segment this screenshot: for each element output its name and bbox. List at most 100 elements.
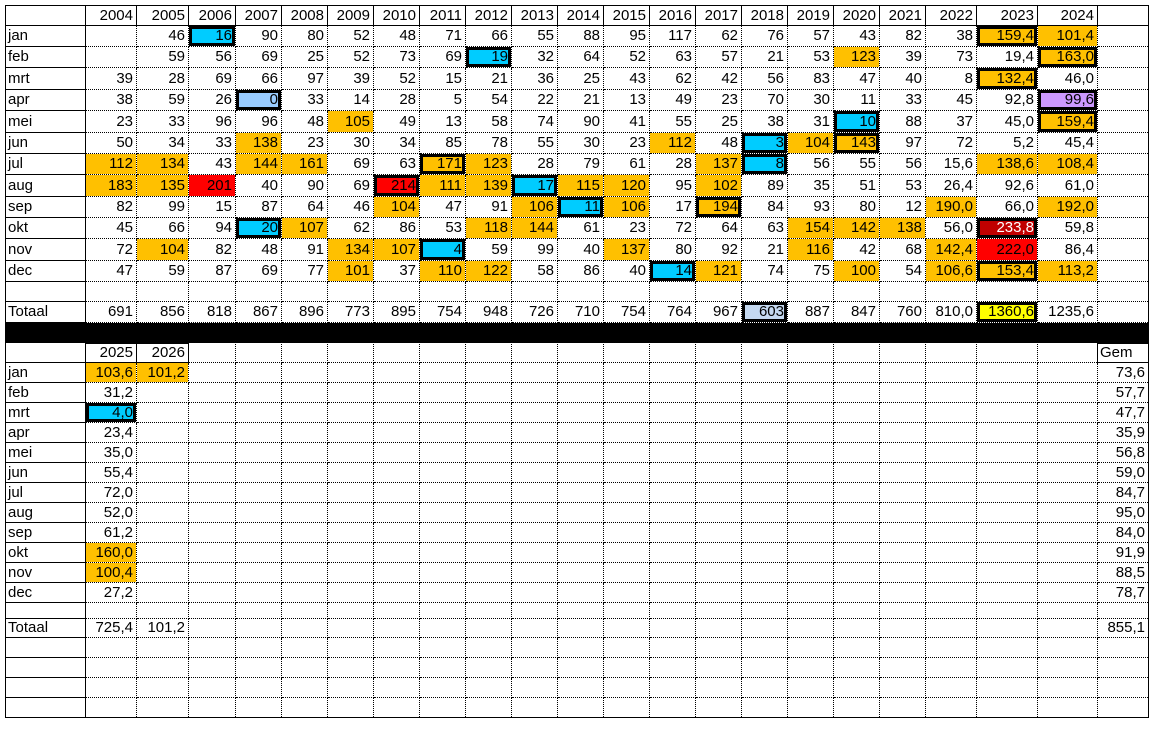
empty-cell[interactable] xyxy=(925,602,977,619)
empty-cell[interactable] xyxy=(1097,46,1149,68)
empty-cell[interactable] xyxy=(741,522,788,543)
empty-cell[interactable] xyxy=(327,697,374,718)
empty-cell[interactable] xyxy=(465,697,512,718)
cell-jul-2006[interactable]: 43 xyxy=(188,153,236,175)
total-2007[interactable]: 867 xyxy=(235,301,282,323)
empty-cell[interactable] xyxy=(741,462,788,483)
empty-cell[interactable] xyxy=(741,542,788,563)
average-okt[interactable]: 91,9 xyxy=(1097,542,1149,563)
empty-cell[interactable] xyxy=(373,657,420,678)
empty-cell[interactable] xyxy=(925,697,977,718)
cell-jun-2025[interactable]: 55,4 xyxy=(85,462,137,483)
cell-jul-2007[interactable]: 144 xyxy=(235,153,282,175)
empty-cell[interactable] xyxy=(976,602,1038,619)
empty-cell[interactable] xyxy=(1097,153,1149,175)
empty-cell[interactable] xyxy=(1097,697,1149,718)
empty-cell[interactable] xyxy=(833,677,880,698)
empty-cell[interactable] xyxy=(136,657,189,678)
empty-cell[interactable] xyxy=(419,402,466,423)
empty-cell[interactable] xyxy=(741,281,788,302)
empty-cell[interactable] xyxy=(557,502,604,523)
empty-cell[interactable] xyxy=(1097,217,1149,239)
cell-jul-2024[interactable]: 108,4 xyxy=(1037,153,1098,175)
empty-cell[interactable] xyxy=(1037,343,1098,363)
empty-cell[interactable] xyxy=(879,422,926,443)
cell-jun-2020[interactable]: 143 xyxy=(833,132,880,154)
cell-sep-2015[interactable]: 106 xyxy=(603,196,650,218)
year-header-2025[interactable]: 2025 xyxy=(85,343,137,363)
cell-apr-2023[interactable]: 92,8 xyxy=(976,89,1038,111)
average-apr[interactable]: 35,9 xyxy=(1097,422,1149,443)
empty-cell[interactable] xyxy=(1097,25,1149,47)
cell-aug-2006[interactable]: 201 xyxy=(188,174,236,197)
empty-cell[interactable] xyxy=(1097,132,1149,154)
cell-jan-2013[interactable]: 55 xyxy=(511,25,558,47)
total-2023[interactable]: 1360,6 xyxy=(976,301,1038,323)
empty-cell[interactable] xyxy=(925,618,977,638)
empty-cell[interactable] xyxy=(136,602,189,619)
year-header-2016[interactable]: 2016 xyxy=(649,5,696,26)
empty-cell[interactable] xyxy=(465,281,512,302)
empty-cell[interactable] xyxy=(1037,422,1098,443)
empty-cell[interactable] xyxy=(787,281,834,302)
empty-cell[interactable] xyxy=(235,402,282,423)
empty-cell[interactable] xyxy=(327,382,374,403)
empty-cell[interactable] xyxy=(136,637,189,658)
empty-cell[interactable] xyxy=(649,482,696,503)
cell-nov-2017[interactable]: 92 xyxy=(695,238,742,261)
cell-mei-2004[interactable]: 23 xyxy=(85,110,137,133)
empty-cell[interactable] xyxy=(5,602,86,619)
empty-cell[interactable] xyxy=(465,677,512,698)
empty-cell[interactable] xyxy=(188,522,236,543)
empty-cell[interactable] xyxy=(603,542,650,563)
cell-sep-2013[interactable]: 106 xyxy=(511,196,558,218)
empty-cell[interactable] xyxy=(419,442,466,463)
cell-okt-2023[interactable]: 233,8 xyxy=(976,217,1038,239)
empty-cell[interactable] xyxy=(373,542,420,563)
cell-mrt-2005[interactable]: 28 xyxy=(136,67,189,90)
empty-cell[interactable] xyxy=(235,542,282,563)
empty-cell[interactable] xyxy=(976,697,1038,718)
total-2017[interactable]: 967 xyxy=(695,301,742,323)
empty-cell[interactable] xyxy=(465,522,512,543)
empty-cell[interactable] xyxy=(741,343,788,363)
empty-cell[interactable] xyxy=(976,542,1038,563)
cell-feb-2007[interactable]: 69 xyxy=(235,46,282,68)
empty-cell[interactable] xyxy=(787,382,834,403)
cell-jun-2012[interactable]: 78 xyxy=(465,132,512,154)
cell-mrt-2015[interactable]: 43 xyxy=(603,67,650,90)
year-header-2020[interactable]: 2020 xyxy=(833,5,880,26)
empty-cell[interactable] xyxy=(419,362,466,383)
cell-jun-2007[interactable]: 138 xyxy=(235,132,282,154)
cell-jan-2011[interactable]: 71 xyxy=(419,25,466,47)
empty-cell[interactable] xyxy=(235,281,282,302)
cell-dec-2022[interactable]: 106,6 xyxy=(925,260,977,282)
cell-aug-2014[interactable]: 115 xyxy=(557,174,604,197)
empty-cell[interactable] xyxy=(557,582,604,603)
empty-cell[interactable] xyxy=(235,442,282,463)
year-header-2013[interactable]: 2013 xyxy=(511,5,558,26)
empty-cell[interactable] xyxy=(879,402,926,423)
cell-feb-2019[interactable]: 53 xyxy=(787,46,834,68)
total-2015[interactable]: 754 xyxy=(603,301,650,323)
cell-okt-2009[interactable]: 62 xyxy=(327,217,374,239)
empty-cell[interactable] xyxy=(557,677,604,698)
cell-mei-2009[interactable]: 105 xyxy=(327,110,374,133)
total-2018[interactable]: 603 xyxy=(741,301,788,323)
empty-cell[interactable] xyxy=(465,542,512,563)
cell-jan-2009[interactable]: 52 xyxy=(327,25,374,47)
empty-cell[interactable] xyxy=(281,362,328,383)
cell-jun-2021[interactable]: 97 xyxy=(879,132,926,154)
cell-feb-2023[interactable]: 19,4 xyxy=(976,46,1038,68)
empty-cell[interactable] xyxy=(557,343,604,363)
cell-feb-2025[interactable]: 31,2 xyxy=(85,382,137,403)
empty-cell[interactable] xyxy=(1097,260,1149,282)
cell-mei-2008[interactable]: 48 xyxy=(281,110,328,133)
empty-cell[interactable] xyxy=(879,502,926,523)
cell-jul-2019[interactable]: 56 xyxy=(787,153,834,175)
cell-nov-2023[interactable]: 222,0 xyxy=(976,238,1038,261)
cell-nov-2012[interactable]: 59 xyxy=(465,238,512,261)
cell-feb-2020[interactable]: 123 xyxy=(833,46,880,68)
empty-cell[interactable] xyxy=(188,618,236,638)
cell-jan-2022[interactable]: 38 xyxy=(925,25,977,47)
